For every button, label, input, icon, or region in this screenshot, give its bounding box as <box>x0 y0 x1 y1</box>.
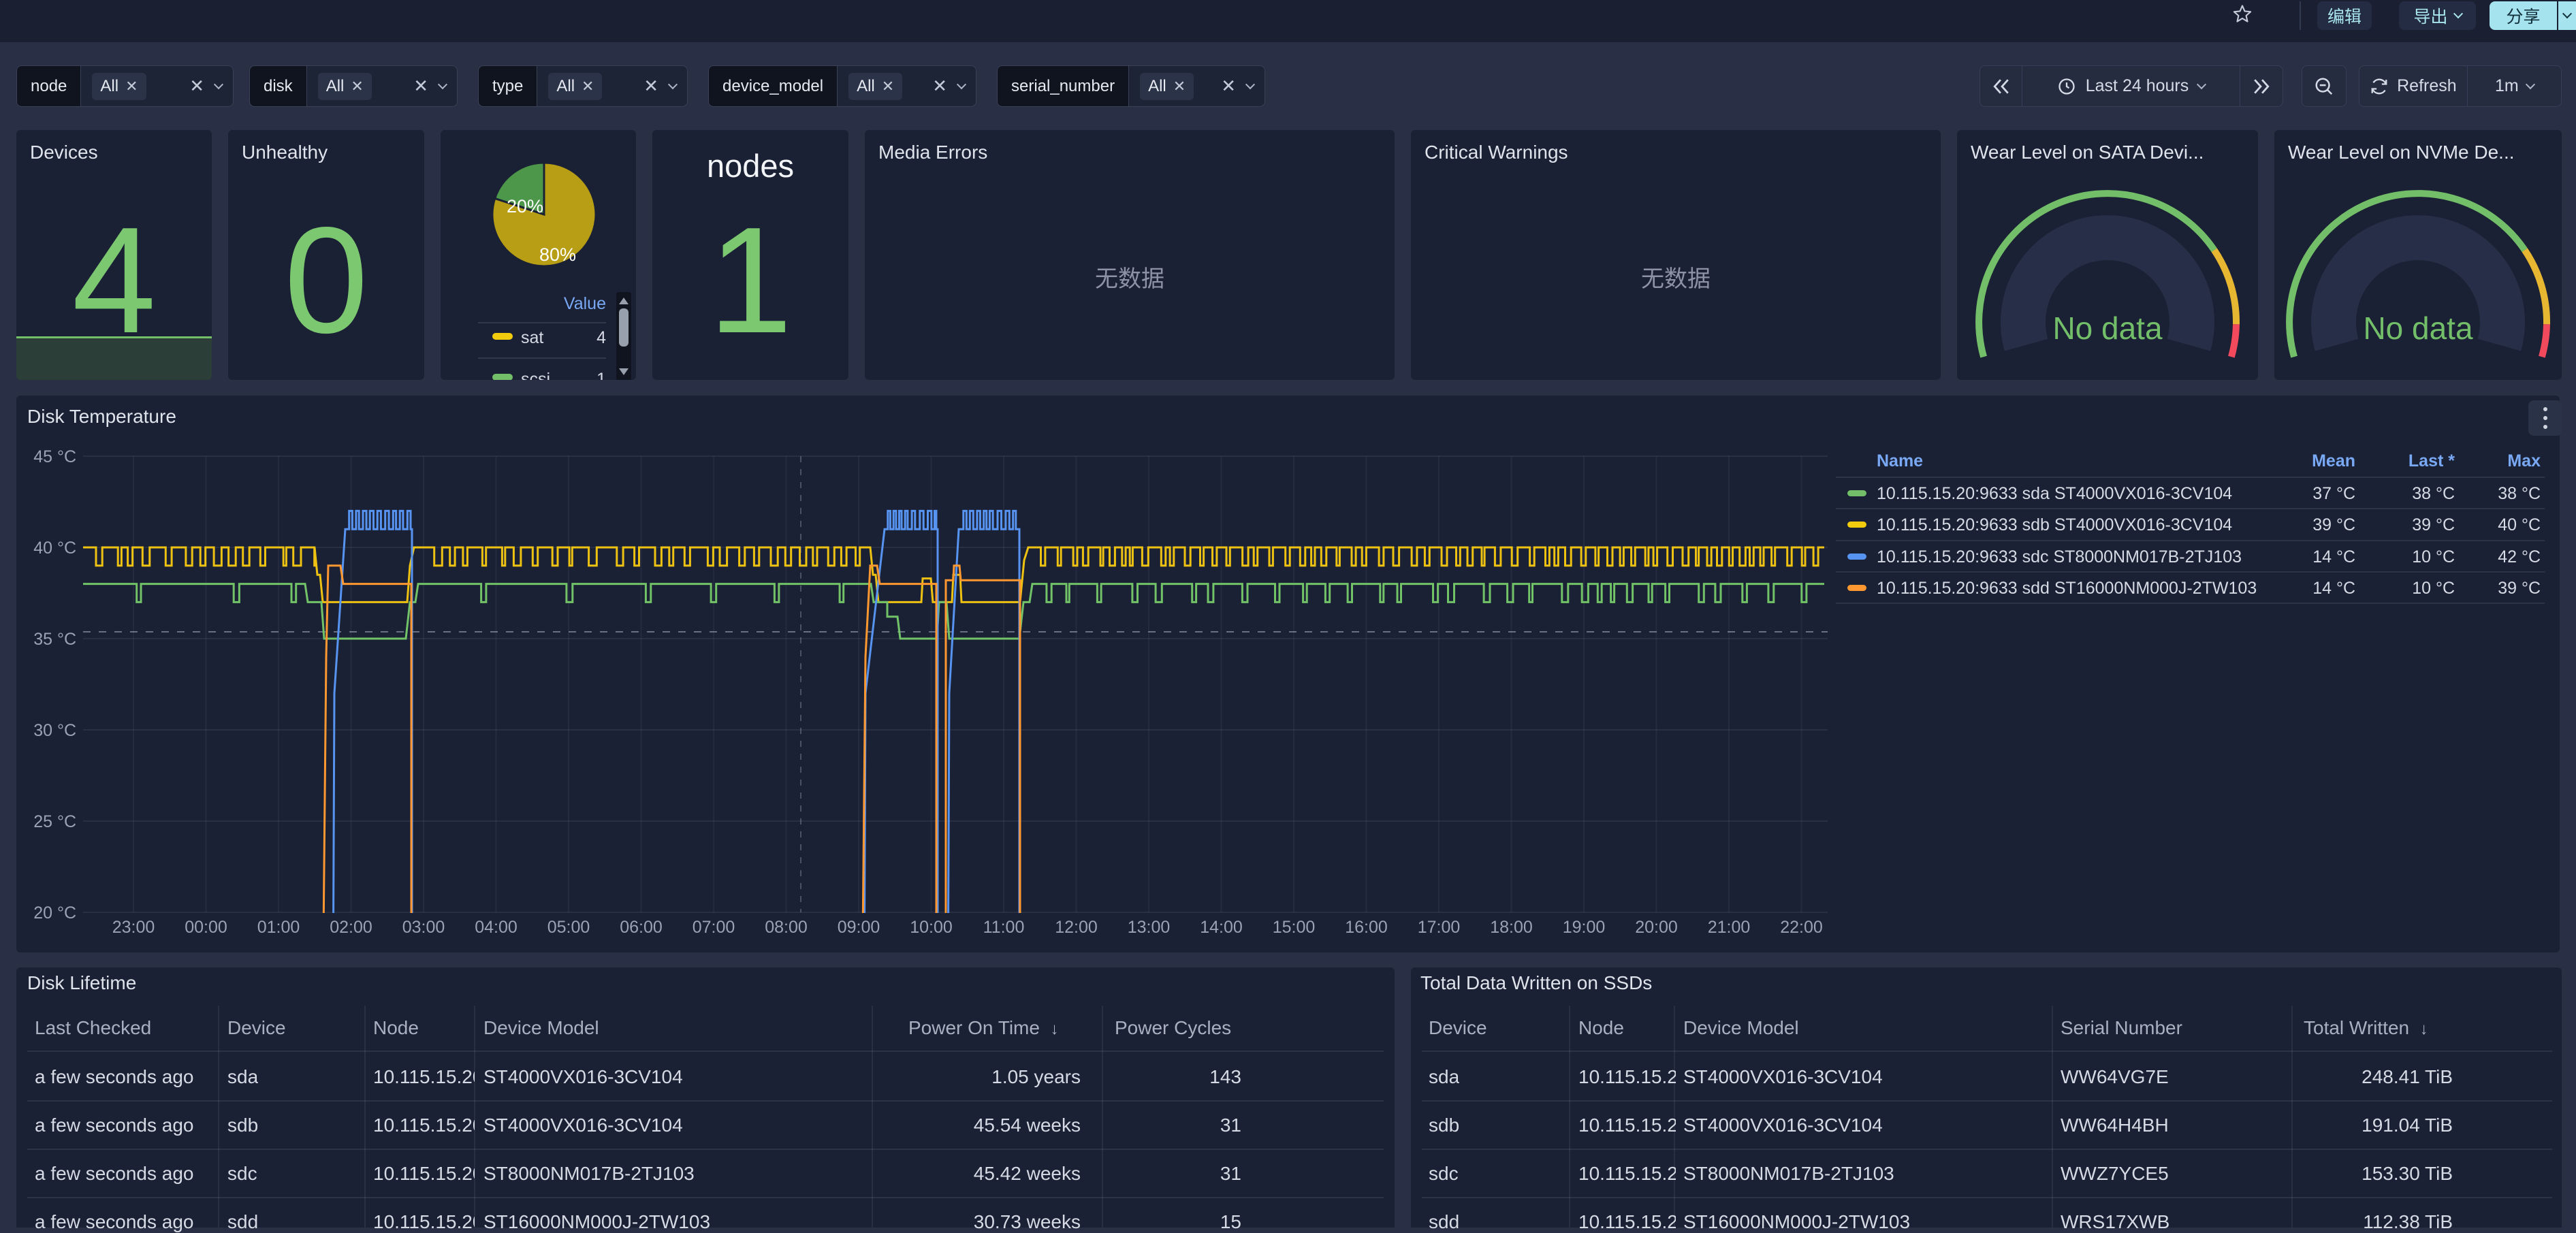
svg-text:45 °C: 45 °C <box>33 447 76 466</box>
svg-text:08:00: 08:00 <box>765 918 808 937</box>
svg-text:21:00: 21:00 <box>1708 918 1751 937</box>
svg-text:02:00: 02:00 <box>330 918 372 937</box>
svg-text:4: 4 <box>597 328 606 347</box>
svg-text:30 °C: 30 °C <box>33 721 76 740</box>
svg-text:22:00: 22:00 <box>1780 918 1823 937</box>
svg-text:12:00: 12:00 <box>1055 918 1098 937</box>
svg-text:01:00: 01:00 <box>257 918 300 937</box>
svg-text:10.115.15.20:9633 sdb ST4000VX: 10.115.15.20:9633 sdb ST4000VX016-3CV104 <box>1877 515 2232 534</box>
svg-text:25 °C: 25 °C <box>33 812 76 831</box>
svg-text:15:00: 15:00 <box>1273 918 1316 937</box>
svg-text:13:00: 13:00 <box>1128 918 1171 937</box>
svg-text:17:00: 17:00 <box>1418 918 1461 937</box>
svg-text:42 °C: 42 °C <box>2498 547 2541 566</box>
svg-text:14 °C: 14 °C <box>2312 579 2355 598</box>
svg-text:19:00: 19:00 <box>1563 918 1606 937</box>
svg-text:18:00: 18:00 <box>1490 918 1533 937</box>
svg-text:10 °C: 10 °C <box>2412 547 2455 566</box>
svg-text:10.115.15.20:9633 sdc ST8000NM: 10.115.15.20:9633 sdc ST8000NM017B-2TJ10… <box>1877 547 2242 566</box>
svg-text:10:00: 10:00 <box>910 918 953 937</box>
svg-text:Value: Value <box>564 294 606 313</box>
svg-text:35 °C: 35 °C <box>33 630 76 649</box>
svg-text:10 °C: 10 °C <box>2412 579 2455 598</box>
svg-text:Max: Max <box>2507 451 2541 470</box>
svg-text:06:00: 06:00 <box>620 918 663 937</box>
svg-text:Mean: Mean <box>2312 451 2355 470</box>
svg-text:39 °C: 39 °C <box>2412 515 2455 534</box>
svg-text:16:00: 16:00 <box>1345 918 1388 937</box>
svg-text:07:00: 07:00 <box>693 918 735 937</box>
svg-text:sat: sat <box>521 328 543 347</box>
svg-text:38 °C: 38 °C <box>2412 484 2455 503</box>
svg-text:40 °C: 40 °C <box>2498 515 2541 534</box>
svg-text:10.115.15.20:9633 sdd ST16000N: 10.115.15.20:9633 sdd ST16000NM000J-2TW1… <box>1877 579 2257 598</box>
svg-text:39 °C: 39 °C <box>2312 515 2355 534</box>
svg-text:No data: No data <box>2363 310 2473 346</box>
svg-text:scsi: scsi <box>521 370 550 380</box>
svg-text:14 °C: 14 °C <box>2312 547 2355 566</box>
svg-text:14:00: 14:00 <box>1200 918 1243 937</box>
svg-text:10.115.15.20:9633 sda ST4000VX: 10.115.15.20:9633 sda ST4000VX016-3CV104 <box>1877 484 2232 503</box>
svg-text:39 °C: 39 °C <box>2498 579 2541 598</box>
svg-text:09:00: 09:00 <box>838 918 880 937</box>
svg-text:Last *: Last * <box>2408 451 2455 470</box>
svg-text:1: 1 <box>597 370 606 380</box>
svg-text:23:00: 23:00 <box>112 918 155 937</box>
svg-text:80%: 80% <box>539 244 576 265</box>
svg-text:37 °C: 37 °C <box>2312 484 2355 503</box>
svg-text:No data: No data <box>2052 310 2163 346</box>
svg-text:Name: Name <box>1877 451 1923 470</box>
svg-text:20:00: 20:00 <box>1635 918 1678 937</box>
svg-text:04:00: 04:00 <box>475 918 518 937</box>
svg-text:03:00: 03:00 <box>402 918 445 937</box>
svg-text:20 °C: 20 °C <box>33 903 76 923</box>
svg-text:11:00: 11:00 <box>983 918 1025 937</box>
svg-text:20%: 20% <box>507 196 543 217</box>
svg-text:00:00: 00:00 <box>185 918 227 937</box>
svg-text:40 °C: 40 °C <box>33 539 76 558</box>
svg-text:05:00: 05:00 <box>547 918 590 937</box>
svg-text:38 °C: 38 °C <box>2498 484 2541 503</box>
